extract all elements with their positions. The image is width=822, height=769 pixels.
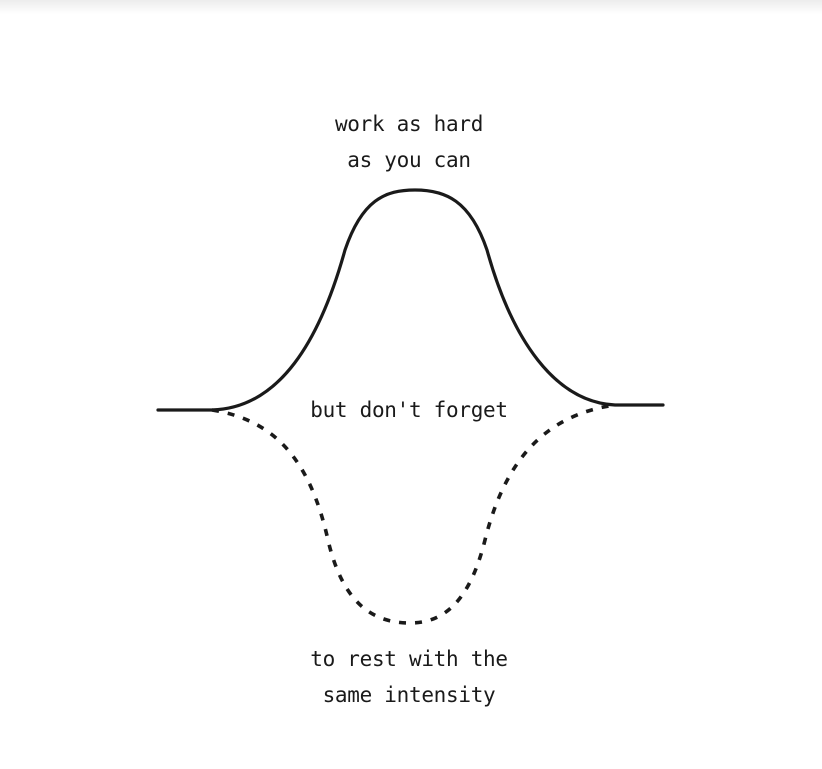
caption-rest: to rest with the same intensity	[0, 641, 820, 713]
caption-rest-line-2: same intensity	[322, 683, 496, 707]
caption-middle-line: but don't forget	[310, 398, 508, 422]
caption-middle: but don't forget	[0, 392, 820, 428]
caption-work: work as hard as you can	[0, 106, 820, 178]
top-shadow	[0, 0, 822, 14]
caption-work-line-2: as you can	[347, 148, 471, 172]
caption-work-line-1: work as hard	[334, 112, 484, 136]
rest-curve	[211, 403, 616, 625]
work-curve	[156, 188, 665, 412]
caption-rest-line-1: to rest with the	[310, 647, 508, 671]
